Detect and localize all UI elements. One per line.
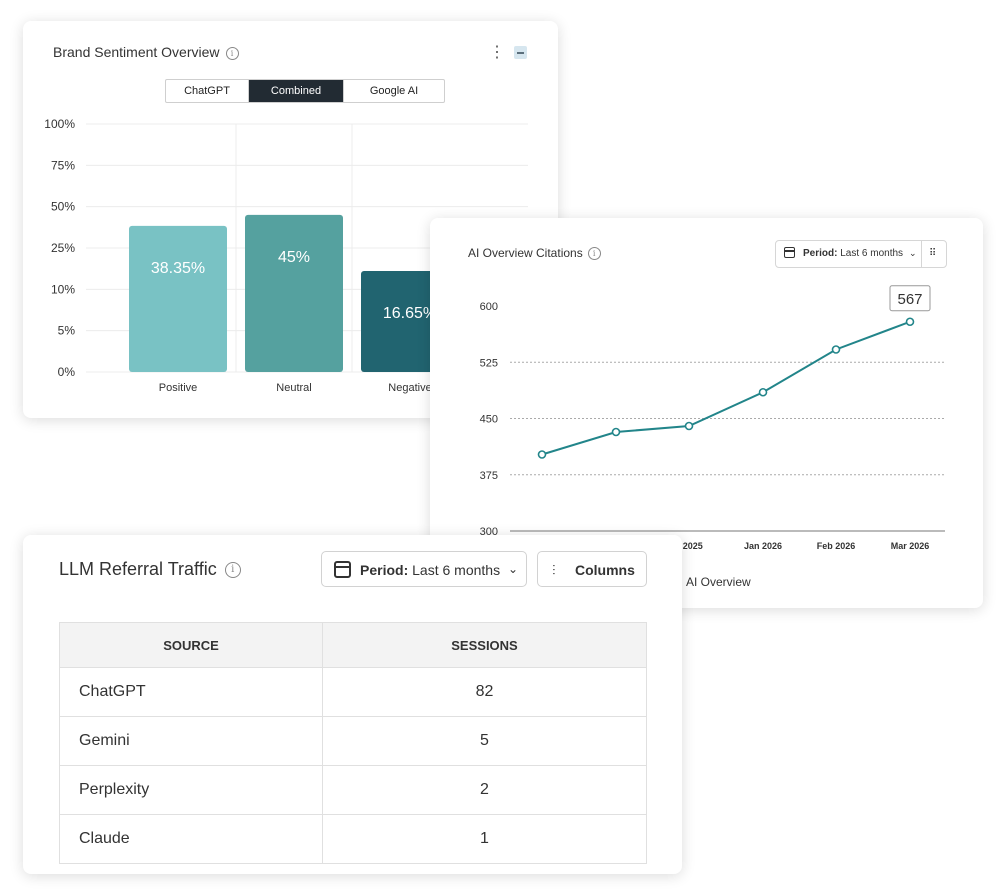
table-row: Perplexity 2 [59, 765, 647, 815]
bar-neutral [245, 214, 343, 372]
tab-google-ai-mode[interactable]: Google AI Mode [369, 85, 419, 97]
sentiment-title-text: Brand Sentiment Overview [53, 44, 220, 60]
columns-label: Columns [575, 562, 635, 578]
y-tick-label: 5% [58, 324, 76, 338]
drag-handle-icon[interactable]: ⠿ [929, 248, 936, 259]
y-tick-label: 450 [480, 414, 498, 426]
x-tick-label: Neutral [276, 382, 311, 394]
traffic-title: LLM Referral Traffic i [59, 559, 241, 580]
y-tick-label: 10% [51, 282, 75, 296]
column-header-sessions[interactable]: SESSIONS [322, 622, 647, 668]
legend-ai-overview[interactable]: AI Overview [686, 575, 751, 589]
data-point [611, 427, 621, 437]
info-icon[interactable]: i [224, 562, 241, 579]
period-label: Period: [803, 248, 838, 259]
chevron-down-icon: ⌄ [909, 248, 917, 258]
sliders-icon: ⫶ [552, 562, 556, 578]
x-tick-label: Positive [159, 382, 198, 394]
chevron-down-icon: ⌄ [508, 562, 519, 576]
x-tick-label: c 2025 [675, 541, 703, 551]
info-icon[interactable]: i [587, 247, 601, 261]
y-tick-label: 100% [44, 117, 75, 131]
source-cell: Gemini [59, 716, 323, 766]
series-line-ai-overview [541, 320, 911, 456]
calendar-icon [334, 561, 351, 578]
citations-title-text: AI Overview Citations [468, 246, 583, 260]
period-dropdown[interactable]: Period: Last 6 months ⌄ ⠿ [775, 240, 947, 268]
data-point [831, 345, 841, 354]
y-tick-label: 25% [51, 241, 75, 255]
last-value-badge [889, 285, 931, 312]
calendar-icon [784, 247, 795, 258]
period-value: Last 6 months [840, 248, 904, 259]
traffic-table: SOURCE SESSIONS ChatGPT 82 Gemini 5 Perp… [59, 622, 647, 864]
source-cell: Claude [59, 814, 323, 864]
table-row: Gemini 5 [59, 716, 647, 766]
source-cell: Perplexity [59, 765, 323, 815]
columns-button[interactable]: ⫶ Columns [537, 551, 647, 587]
y-tick-label: 375 [480, 470, 498, 482]
llm-referral-traffic-card: LLM Referral Traffic i Period: Last 6 mon… [23, 535, 682, 874]
x-tick-label: Jan 2026 [744, 541, 782, 551]
data-point [537, 450, 547, 459]
data-point [905, 317, 915, 327]
period-label: Period: [360, 562, 409, 578]
y-tick-label: 600 [480, 301, 498, 313]
sentiment-source-tabs: ChatGPT Combined Google AI Mode [165, 79, 445, 103]
y-tick-label: 75% [51, 158, 75, 172]
citations-title: AI Overview Citations i [468, 246, 601, 261]
column-header-source[interactable]: SOURCE [59, 622, 323, 668]
traffic-title-text: LLM Referral Traffic [59, 559, 217, 579]
y-tick-label: 525 [480, 357, 498, 369]
bar-value-label: 38.35% [151, 260, 205, 277]
y-tick-label: 50% [51, 200, 75, 214]
sessions-cell: 2 [322, 765, 647, 815]
y-tick-label: 0% [58, 365, 76, 379]
more-options-icon[interactable]: ⋮ [489, 44, 505, 61]
sentiment-title: Brand Sentiment Overview i [53, 44, 239, 60]
data-point [758, 387, 768, 397]
sessions-cell: 1 [322, 814, 647, 864]
minimize-icon[interactable] [514, 46, 527, 59]
table-row: ChatGPT 82 [59, 667, 647, 717]
table-row: Claude 1 [59, 814, 647, 864]
period-dropdown[interactable]: Period: Last 6 months ⌄ [321, 551, 527, 587]
source-cell: ChatGPT [59, 667, 323, 717]
x-tick-label: Feb 2026 [817, 541, 856, 551]
tab-chatgpt[interactable]: ChatGPT [166, 80, 249, 102]
bar-value-label: 16.65% [383, 305, 437, 322]
sentiment-chart: 0% 5% 10% 25% 50% 75% 100% 38.35% Positive 45% Neu… [44, 117, 528, 394]
bar-value-label: 45% [278, 249, 310, 266]
data-point [684, 421, 694, 431]
sessions-cell: 5 [322, 716, 647, 766]
info-icon[interactable]: i [225, 46, 239, 60]
period-value: Last 6 months [412, 562, 501, 578]
bar-positive [129, 225, 227, 372]
sessions-cell: 82 [322, 667, 647, 717]
x-tick-label: Mar 2026 [891, 541, 930, 551]
tab-combined[interactable]: Combined [249, 80, 344, 102]
last-value-label: 567 [897, 291, 922, 308]
x-tick-label: Negative [388, 382, 431, 394]
ai-overview-citations-card: 300 375 450 525 600 c 2025 Jan 2026 Feb 2026 Mar… [430, 218, 983, 608]
